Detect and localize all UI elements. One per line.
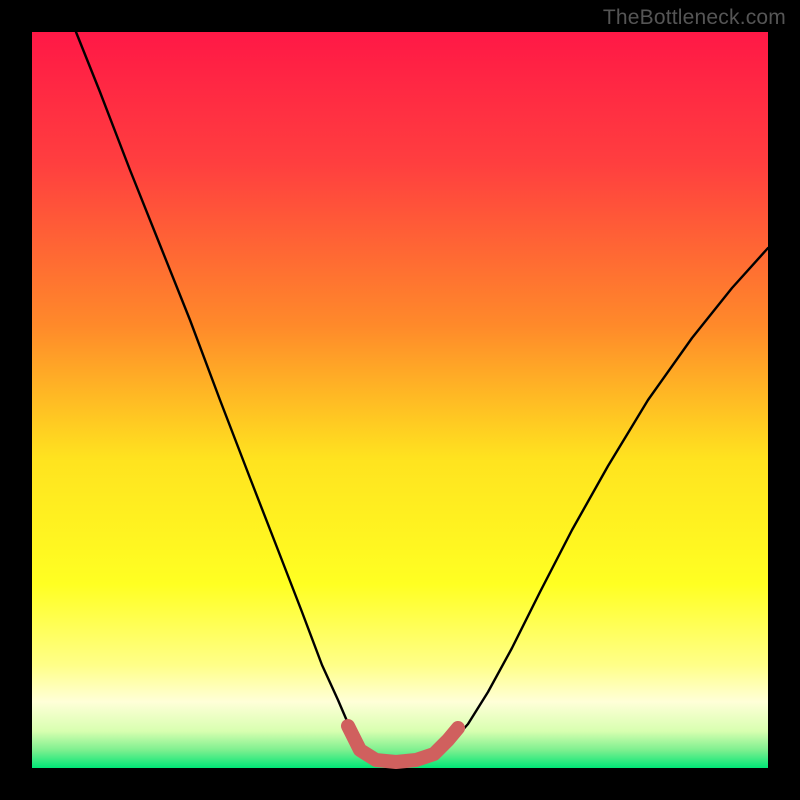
chart-canvas: { "attribution": { "text": "TheBottlenec… (0, 0, 800, 800)
bottleneck-chart (0, 0, 800, 800)
plot-background (32, 32, 768, 768)
attribution-label: TheBottleneck.com (603, 6, 786, 30)
